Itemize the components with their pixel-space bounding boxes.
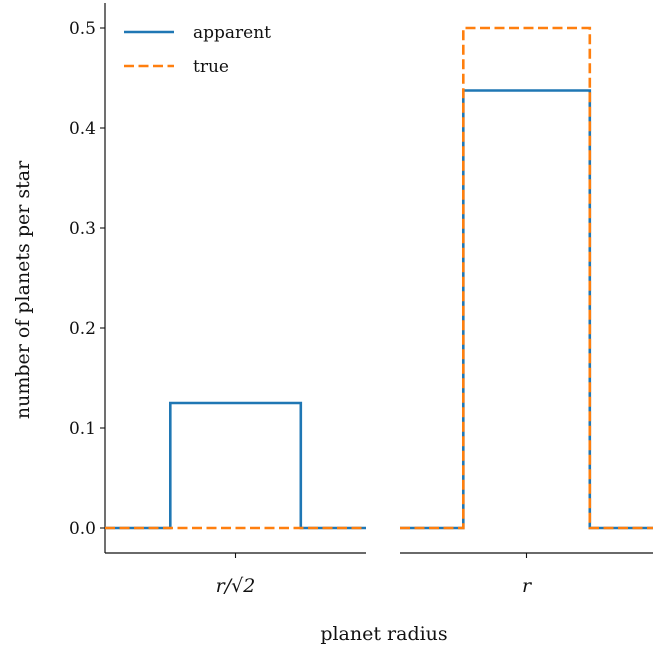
labels-layer: number of planets per star planet radius bbox=[12, 160, 448, 645]
series-layer bbox=[105, 26, 653, 530]
legend: apparent true bbox=[124, 23, 271, 77]
y-tick-label: 0.2 bbox=[69, 319, 96, 339]
x-axis-label: planet radius bbox=[320, 623, 447, 645]
y-axis-label: number of planets per star bbox=[12, 160, 34, 419]
y-tick-label: 0.3 bbox=[69, 219, 96, 239]
legend-label: true bbox=[193, 57, 229, 77]
series-line-true bbox=[400, 26, 653, 530]
y-tick-label: 0.0 bbox=[69, 519, 96, 539]
x-tick-label: r/√2 bbox=[216, 575, 256, 597]
y-tick-label: 0.1 bbox=[69, 419, 96, 439]
legend-label: apparent bbox=[193, 23, 271, 43]
y-tick-label: 0.4 bbox=[69, 119, 96, 139]
x-tick-label: r bbox=[522, 575, 533, 597]
series-line-apparent bbox=[105, 401, 366, 530]
series-line-apparent bbox=[400, 89, 653, 530]
y-tick-label: 0.5 bbox=[69, 19, 96, 39]
axes-layer: 0.0 0.1 0.2 0.3 0.4 0.5 r/√2 r bbox=[69, 3, 653, 597]
